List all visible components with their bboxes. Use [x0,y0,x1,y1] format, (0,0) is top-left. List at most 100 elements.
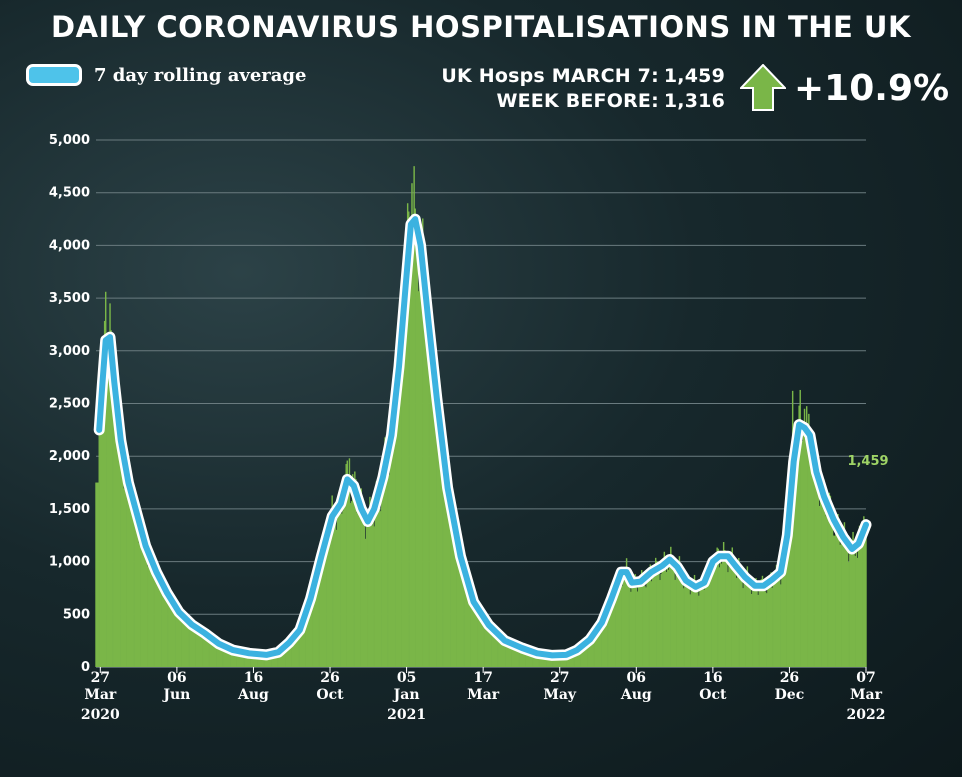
daily-bar [699,580,701,667]
daily-bar [824,512,826,667]
daily-bar [731,547,733,667]
daily-bar [406,203,409,668]
daily-bar [271,653,273,667]
daily-bar [796,446,798,667]
daily-bar [365,526,368,667]
daily-bar [818,505,821,667]
daily-bar [819,476,822,667]
daily-bar [665,572,668,667]
daily-bar [561,655,563,667]
daily-bar [451,501,453,667]
daily-bar [467,574,469,667]
daily-bar [542,652,545,667]
daily-bar [732,559,735,667]
daily-bar [670,546,672,667]
y-tick-label: 0 [81,660,90,675]
daily-bar [560,655,562,667]
latest-value: 1,459 [663,65,725,87]
daily-bar [203,631,205,667]
daily-bar [744,578,746,667]
daily-bar [484,619,487,667]
legend-swatch [26,64,82,86]
daily-bar [486,625,489,667]
daily-bar [100,421,103,667]
daily-bar [232,649,234,667]
daily-bar [317,568,319,667]
daily-bar [815,475,818,667]
x-tick-day: 16 [703,670,722,686]
daily-bar [279,650,282,667]
daily-bar [555,655,558,667]
daily-bar [300,626,302,667]
daily-bar [267,656,270,667]
daily-bar [755,578,757,667]
daily-bar [709,568,712,667]
daily-bar [494,635,496,667]
daily-bar [759,590,762,667]
daily-bar [192,626,194,667]
daily-bar [277,650,279,667]
daily-bar [720,563,723,667]
daily-bar [536,653,538,667]
daily-bar [552,655,554,667]
daily-bar [416,220,419,667]
daily-bar [446,495,449,667]
x-tick-year: 2020 [81,707,120,723]
x-tick-month: Aug [620,687,652,703]
daily-bar [772,584,774,667]
daily-bar [836,522,838,667]
daily-bar [550,654,552,667]
daily-bar [675,568,677,667]
daily-bar [275,652,277,667]
daily-bar [384,437,386,667]
daily-bar [445,462,448,667]
daily-bar [570,653,573,667]
daily-bar [282,649,285,667]
daily-bar [234,649,236,667]
daily-bar [693,574,696,667]
daily-bar [623,573,626,667]
daily-bar [210,634,213,667]
daily-bar [611,593,614,667]
daily-bar [769,574,771,667]
daily-bar [281,650,284,667]
daily-bar [276,653,278,667]
daily-bar [678,556,681,667]
daily-bar [241,651,244,667]
daily-bar [229,650,231,667]
daily-bar [666,564,669,667]
daily-bar [155,577,158,667]
y-tick-label: 500 [63,607,90,622]
daily-bar [115,413,118,667]
daily-bar [315,575,317,667]
daily-bar [544,655,547,667]
daily-bar [206,639,208,667]
daily-bar [522,648,524,667]
daily-bar [809,444,811,667]
daily-bar [294,635,297,667]
x-tick-day: 16 [244,670,263,686]
daily-bar [345,464,347,667]
daily-bar [166,586,168,667]
daily-bar [123,488,125,667]
daily-bar [669,562,671,667]
daily-bar [330,511,332,667]
daily-bar [622,573,625,667]
daily-bar [712,573,714,667]
daily-bar [853,543,855,667]
latest-annotation: 1,459 [847,454,888,469]
daily-bar [722,542,725,667]
daily-bar [195,621,198,667]
daily-bar [106,343,108,667]
daily-bar [188,619,190,667]
y-tick-label: 3,000 [49,344,90,359]
daily-bar [424,322,426,667]
daily-bar [170,603,173,667]
daily-bar [831,514,834,667]
y-tick-label: 2,000 [49,449,90,464]
daily-bar [262,654,264,667]
daily-bar [783,552,785,667]
daily-bar [766,593,768,667]
daily-bar [180,607,182,667]
daily-bar [154,570,157,667]
